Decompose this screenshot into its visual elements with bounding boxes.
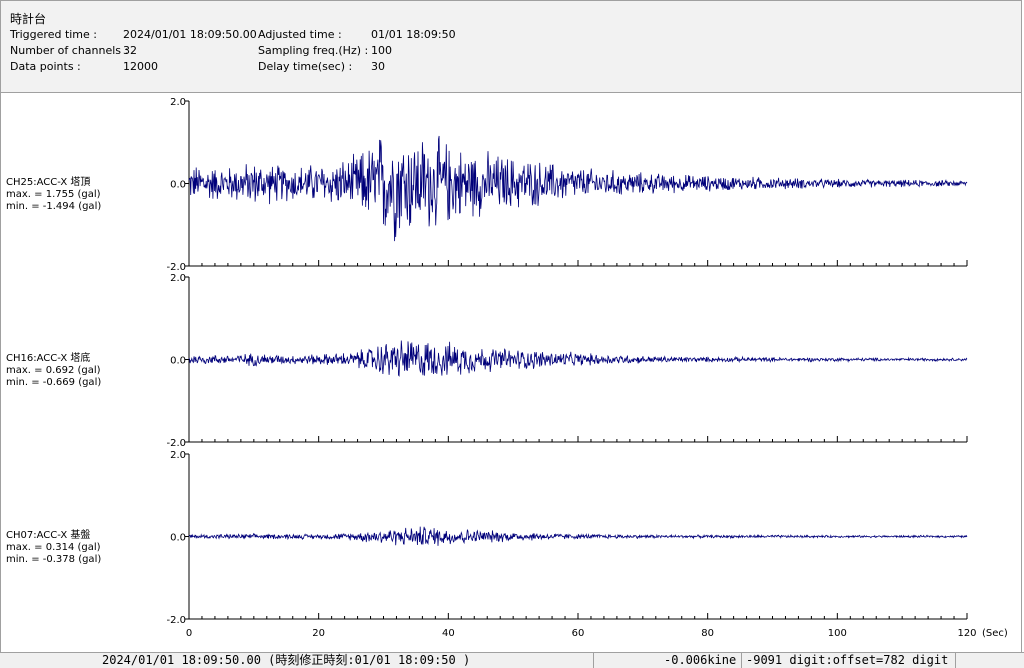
x-tick-label: 20 [312, 628, 325, 639]
x-tick-label: 80 [701, 628, 714, 639]
adjusted-time-label: Adjusted time : [258, 28, 342, 41]
channel-label: CH25:ACC-X 塔頂 max. = 1.755 (gal) min. = -1… [6, 177, 101, 213]
y-tick-label: -2.0 [166, 615, 186, 626]
sampling-freq-value: 100 [371, 44, 392, 57]
channel-max-text: max. = 1.755 (gal) [6, 188, 101, 200]
y-tick-label: 2.0 [170, 273, 186, 284]
channel-min-text: min. = -0.378 (gal) [6, 553, 102, 565]
waveform-svg[interactable]: 2.00.0-2.02.00.0-2.02.00.0-2.00 20 40 60 80 1… [1, 93, 1021, 652]
y-tick-label: 0.0 [170, 356, 186, 367]
channel-name: CH25:ACC-X 塔頂 [6, 176, 91, 188]
y-tick-label: -2.0 [166, 262, 186, 273]
status-empty [956, 653, 1024, 668]
data-points-label: Data points : [10, 60, 81, 73]
station-title: 時計台 [10, 12, 47, 26]
channel-min-text: min. = -1.494 (gal) [6, 200, 102, 212]
channels-value: 32 [123, 44, 137, 57]
triggered-time-value: 2024/01/01 18:09:50.00 [123, 28, 257, 41]
x-tick-label: 60 [572, 628, 585, 639]
channels-label: Number of channels : [10, 44, 129, 57]
adjusted-time-value: 01/01 18:09:50 [371, 28, 456, 41]
delay-time-label: Delay time(sec) : [258, 60, 353, 73]
y-tick-label: 0.0 [170, 533, 186, 544]
status-time: 2024/01/01 18:09:50.00 (時刻修正時刻:01/01 18:… [0, 653, 594, 668]
y-tick-label: 2.0 [170, 450, 186, 461]
waveform-trace [188, 526, 968, 546]
x-tick-label: 0 [186, 628, 192, 639]
delay-time-value: 30 [371, 60, 385, 73]
channel-min-text: min. = -0.669 (gal) [6, 376, 102, 388]
status-velocity: -0.006kine [594, 653, 742, 668]
x-tick-label: 100 [828, 628, 847, 639]
x-tick-label: 40 [442, 628, 455, 639]
x-unit-label: (Sec) [982, 628, 1008, 639]
channel-label: CH07:ACC-X 基盤 max. = 0.314 (gal) min. = -0… [6, 530, 101, 566]
data-points-value: 12000 [123, 60, 158, 73]
info-header: 時計台 Triggered time : 2024/01/01 18:09:50… [0, 0, 1022, 93]
channel-name: CH16:ACC-X 塔底 [6, 352, 91, 364]
waveform-trace [188, 135, 968, 242]
status-bar: 2024/01/01 18:09:50.00 (時刻修正時刻:01/01 18:… [0, 652, 1024, 668]
channel-max-text: max. = 0.314 (gal) [6, 541, 101, 553]
waveform-trace [188, 340, 968, 377]
sampling-freq-label: Sampling freq.(Hz) : [258, 44, 369, 57]
y-tick-label: -2.0 [166, 438, 186, 449]
waveform-chart[interactable]: 2.0 0.0 -2.0 2.0 0.0 -2.0 2.0 0.0 -2.0 0 20 40 60 80 1… [0, 93, 1022, 652]
channel-max-text: max. = 0.692 (gal) [6, 364, 101, 376]
y-tick-label: 0.0 [170, 180, 186, 191]
channel-name: CH07:ACC-X 基盤 [6, 529, 91, 541]
x-tick-label: 120 [957, 628, 976, 639]
y-tick-label: 2.0 [170, 97, 186, 108]
triggered-time-label: Triggered time : [10, 28, 97, 41]
channel-label: CH16:ACC-X 塔底 max. = 0.692 (gal) min. = -0… [6, 353, 101, 389]
status-digit: -9091 digit:offset=782 digit [742, 653, 956, 668]
